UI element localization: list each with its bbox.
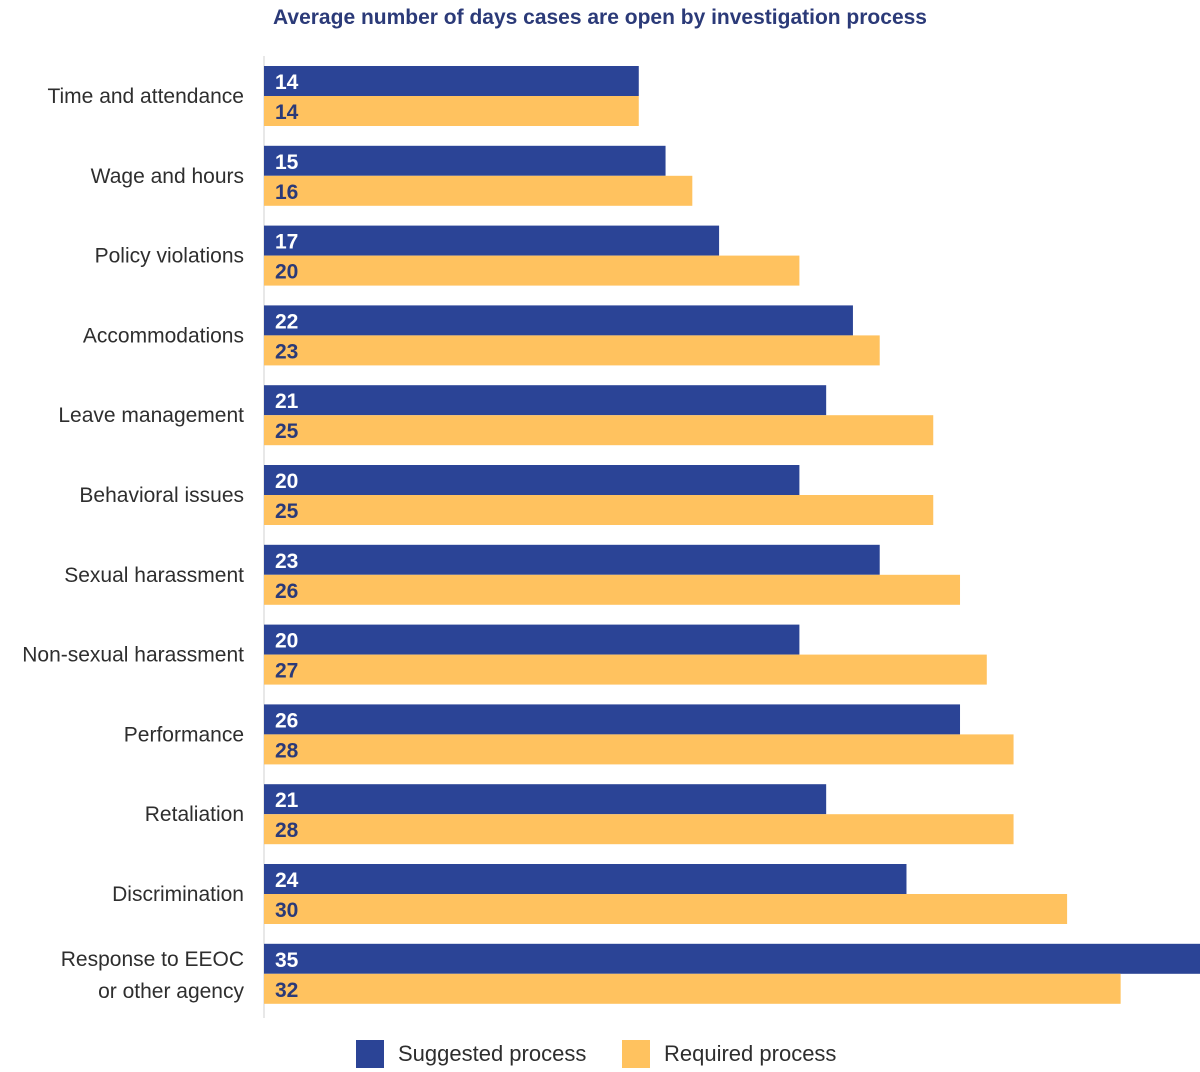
bar-suggested (264, 385, 827, 416)
bar-required (264, 255, 800, 286)
category-label: Behavioral issues (79, 484, 244, 507)
value-label: 20 (275, 630, 298, 653)
category-label: Performance (124, 723, 244, 746)
legend-label-required: Required process (664, 1041, 837, 1066)
legend-swatch-suggested (356, 1040, 384, 1068)
value-label: 24 (275, 869, 299, 892)
legend-swatch-required (622, 1040, 650, 1068)
value-label: 23 (275, 550, 298, 573)
bar-required (264, 574, 961, 605)
value-label: 20 (275, 261, 298, 284)
value-label: 23 (275, 340, 298, 363)
category-label: Time and attendance (47, 85, 244, 108)
category-label: Leave management (58, 404, 244, 427)
value-label: 28 (275, 819, 299, 842)
bar-required (264, 973, 1121, 1004)
bar-required (264, 96, 639, 126)
value-label: 35 (275, 949, 299, 972)
category-label: Discrimination (112, 883, 244, 906)
legend: Suggested process Required process (0, 1040, 1200, 1072)
bar-suggested (264, 624, 800, 655)
category-label: Response to EEOC or other agency (61, 948, 245, 1003)
bar-required (264, 654, 987, 685)
bar-suggested (264, 784, 827, 815)
value-label: 20 (275, 470, 298, 493)
value-label: 27 (275, 660, 298, 683)
bar-suggested (264, 66, 639, 96)
bar-suggested (264, 145, 666, 176)
bar-suggested (264, 544, 880, 575)
legend-label-suggested: Suggested process (398, 1041, 587, 1066)
value-label: 30 (275, 899, 298, 922)
value-label: 32 (275, 979, 298, 1002)
bar-required (264, 175, 693, 206)
bar-required (264, 734, 1014, 765)
bar-suggested (264, 864, 907, 894)
value-label: 26 (275, 580, 298, 603)
bar-required (264, 814, 1014, 845)
value-label: 14 (275, 71, 299, 94)
value-label: 14 (275, 101, 299, 124)
legend-item-required: Required process (622, 1040, 836, 1068)
value-label: 21 (275, 789, 299, 812)
chart-title: Average number of days cases are open by… (273, 6, 927, 29)
value-label: 17 (275, 231, 298, 254)
legend-item-suggested: Suggested process (356, 1040, 586, 1068)
category-label: Retaliation (145, 803, 244, 826)
bar-suggested (264, 465, 800, 495)
category-label: Sexual harassment (64, 564, 244, 587)
bar-suggested (264, 704, 961, 735)
category-label: Wage and hours (91, 165, 244, 188)
value-label: 26 (275, 709, 298, 732)
value-label: 25 (275, 500, 299, 523)
bar-suggested (264, 943, 1200, 974)
bar-required (264, 415, 934, 446)
value-label: 15 (275, 151, 299, 174)
bar-required (264, 495, 934, 525)
bar-suggested (264, 305, 853, 336)
bar-required (264, 335, 880, 366)
bar-required (264, 894, 1068, 924)
value-label: 28 (275, 739, 299, 762)
bar-suggested (264, 225, 720, 256)
value-label: 25 (275, 420, 299, 443)
chart-plot: Time and attendance 14 14 Wage and hours 15 1… (22, 56, 1200, 1018)
value-label: 21 (275, 390, 299, 413)
category-label: Non-sexual harassment (22, 644, 244, 667)
value-label: 16 (275, 181, 298, 204)
category-label: Policy violations (95, 245, 244, 268)
category-label: Accommodations (83, 324, 244, 347)
value-label: 22 (275, 310, 298, 333)
